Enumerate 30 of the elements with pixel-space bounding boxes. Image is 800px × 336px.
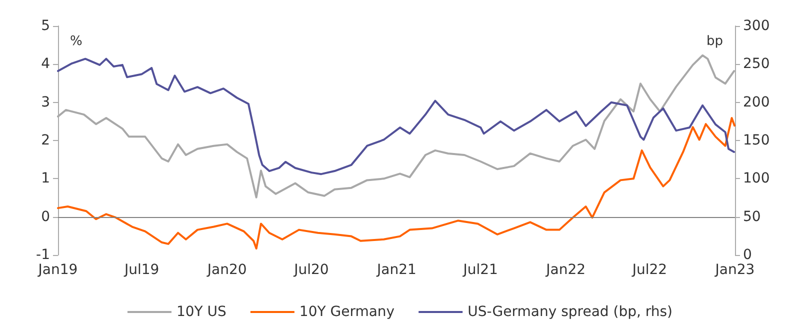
x-tick-label: Jan22 <box>545 262 586 278</box>
y2-tick-label: 150 <box>743 132 770 148</box>
y-tick-label: 2 <box>41 132 50 148</box>
x-tick-label: Jul22 <box>631 262 668 278</box>
x-tick-label: Jan21 <box>376 262 416 278</box>
x-tick-label: Jul19 <box>124 262 160 278</box>
y-tick-label: 1 <box>41 170 50 187</box>
legend-label: 10Y Germany <box>299 304 395 320</box>
x-tick-label: Jul21 <box>462 262 498 278</box>
y2-tick-label: 250 <box>743 56 770 72</box>
line-series <box>57 58 736 176</box>
y-tick-label: -1 <box>36 247 50 263</box>
y-tick-label: 3 <box>41 94 50 110</box>
y2-axis-title: bp <box>706 34 723 49</box>
y-tick-label: 0 <box>41 208 50 225</box>
y2-tick-label: 0 <box>743 247 752 263</box>
legend-label: 10Y US <box>176 304 227 320</box>
x-tick-label: Jul20 <box>293 262 329 278</box>
y2-tick-label: 200 <box>743 94 770 110</box>
y-axis-title: % <box>70 34 82 49</box>
y-tick-label: 5 <box>41 18 50 34</box>
y2-tick-label: 300 <box>743 18 770 34</box>
line-series <box>57 116 736 250</box>
x-tick-label: Jan20 <box>206 262 247 278</box>
legend-label: US-Germany spread (bp, rhs) <box>468 304 673 320</box>
y2-tick-label: 50 <box>743 208 761 225</box>
x-tick-label: Jan19 <box>37 262 78 278</box>
y-tick-label: 4 <box>41 56 50 72</box>
x-tick-label: Jan23 <box>714 262 755 278</box>
y2-tick-label: 100 <box>743 170 770 187</box>
